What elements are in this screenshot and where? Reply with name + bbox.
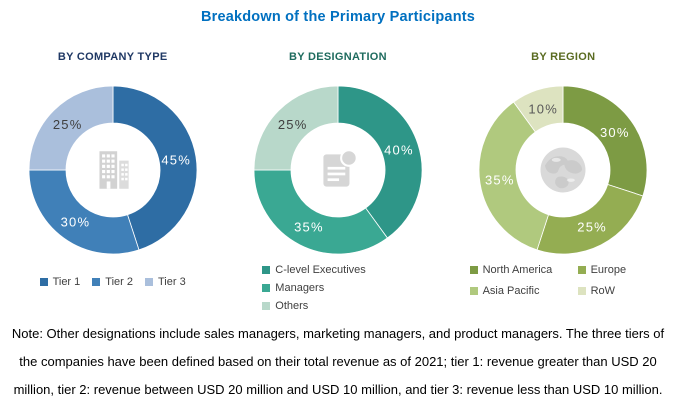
chart-region: BY REGION 30% 25% 35% 10% North Ameri	[451, 51, 676, 312]
legend-designation: C-level Executives Managers Others	[262, 264, 366, 312]
note-line-1: Note: Other designations include sales m…	[11, 326, 665, 341]
legend-label: Asia Pacific	[482, 285, 540, 297]
donut-slice	[562, 85, 648, 197]
legend-item: Managers	[262, 282, 365, 294]
legend-swatch	[262, 284, 271, 292]
legend-label: Tier 3	[158, 276, 186, 288]
charts-row: BY COMPANY TYPE 45% 30% 25%	[0, 51, 676, 312]
legend-region: North America Europe Asia Pacific RoW	[469, 264, 627, 297]
legend-swatch	[262, 302, 271, 310]
donut-svg-company-type: 45% 30% 25%	[28, 85, 198, 255]
legend-swatch	[469, 266, 478, 274]
legend-item: Europe	[577, 264, 627, 276]
slice-label: 30%	[60, 214, 90, 229]
chart-designation: BY DESIGNATION 40% 35% 25% C-level Executi…	[225, 51, 450, 312]
legend-item: Tier 2	[92, 276, 133, 288]
legend-label: Tier 2	[105, 276, 133, 288]
slice-label: 45%	[161, 153, 191, 168]
legend-label: Tier 1	[52, 276, 81, 288]
slice-label: 25%	[578, 220, 608, 235]
chart-title-region: BY REGION	[531, 51, 596, 63]
chart-title-company-type: BY COMPANY TYPE	[57, 51, 168, 63]
donut-slice	[536, 184, 644, 255]
chart-company-type: BY COMPANY TYPE 45% 30% 25%	[0, 51, 225, 312]
legend-item: Tier 3	[145, 276, 186, 288]
legend-swatch	[262, 266, 271, 274]
legend-swatch	[469, 287, 478, 295]
legend-item: RoW	[577, 285, 626, 297]
legend-item: Asia Pacific	[469, 285, 578, 297]
donut-svg-region: 30% 25% 35% 10%	[478, 85, 648, 255]
legend-label: RoW	[590, 285, 616, 297]
legend-company-type: Tier 1 Tier 2 Tier 3	[39, 264, 186, 288]
document-icon	[323, 149, 358, 187]
donut-slice	[337, 85, 423, 239]
donut-slice	[513, 85, 564, 133]
page-title: Breakdown of the Primary Participants	[200, 9, 476, 25]
slice-label: 10%	[529, 102, 559, 117]
legend-label: Others	[275, 300, 309, 312]
building-icon	[99, 151, 129, 189]
donut-slice	[112, 85, 198, 251]
donut-slice	[478, 101, 550, 251]
donut-region: 30% 25% 35% 10%	[475, 82, 651, 258]
legend-item: North America	[469, 264, 578, 276]
legend-swatch	[577, 287, 586, 295]
note: Note: Other designations include sales m…	[0, 320, 676, 404]
legend-swatch	[577, 266, 586, 274]
legend-swatch	[39, 278, 48, 286]
donut-designation: 40% 35% 25%	[250, 82, 426, 258]
slice-label: 35%	[294, 220, 324, 235]
donut-slice	[28, 85, 114, 171]
legend-label: North America	[482, 264, 553, 276]
slice-label: 40%	[384, 143, 414, 158]
donut-slice	[253, 169, 388, 255]
slice-label: 25%	[53, 117, 83, 132]
legend-item: C-level Executives	[262, 264, 366, 276]
legend-label: Managers	[275, 282, 325, 294]
donut-company-type: 45% 30% 25%	[25, 82, 201, 258]
donut-slice	[28, 169, 140, 255]
note-line-3: million, tier 2: revenue between USD 20 …	[13, 382, 663, 397]
slice-label: 25%	[278, 117, 308, 132]
note-line-2: the companies have been defined based on…	[19, 354, 657, 369]
chart-title-designation: BY DESIGNATION	[288, 51, 387, 63]
slice-label: 30%	[600, 125, 630, 140]
legend-swatch	[92, 278, 101, 286]
slice-label: 35%	[485, 173, 515, 188]
legend-item: Tier 1	[39, 276, 81, 288]
legend-label: Europe	[590, 264, 627, 276]
donut-svg-designation: 40% 35% 25%	[253, 85, 423, 255]
legend-swatch	[145, 278, 153, 286]
legend-label: C-level Executives	[275, 264, 366, 276]
globe-icon	[540, 147, 586, 193]
donut-slice	[253, 85, 339, 171]
legend-item: Others	[262, 300, 365, 312]
